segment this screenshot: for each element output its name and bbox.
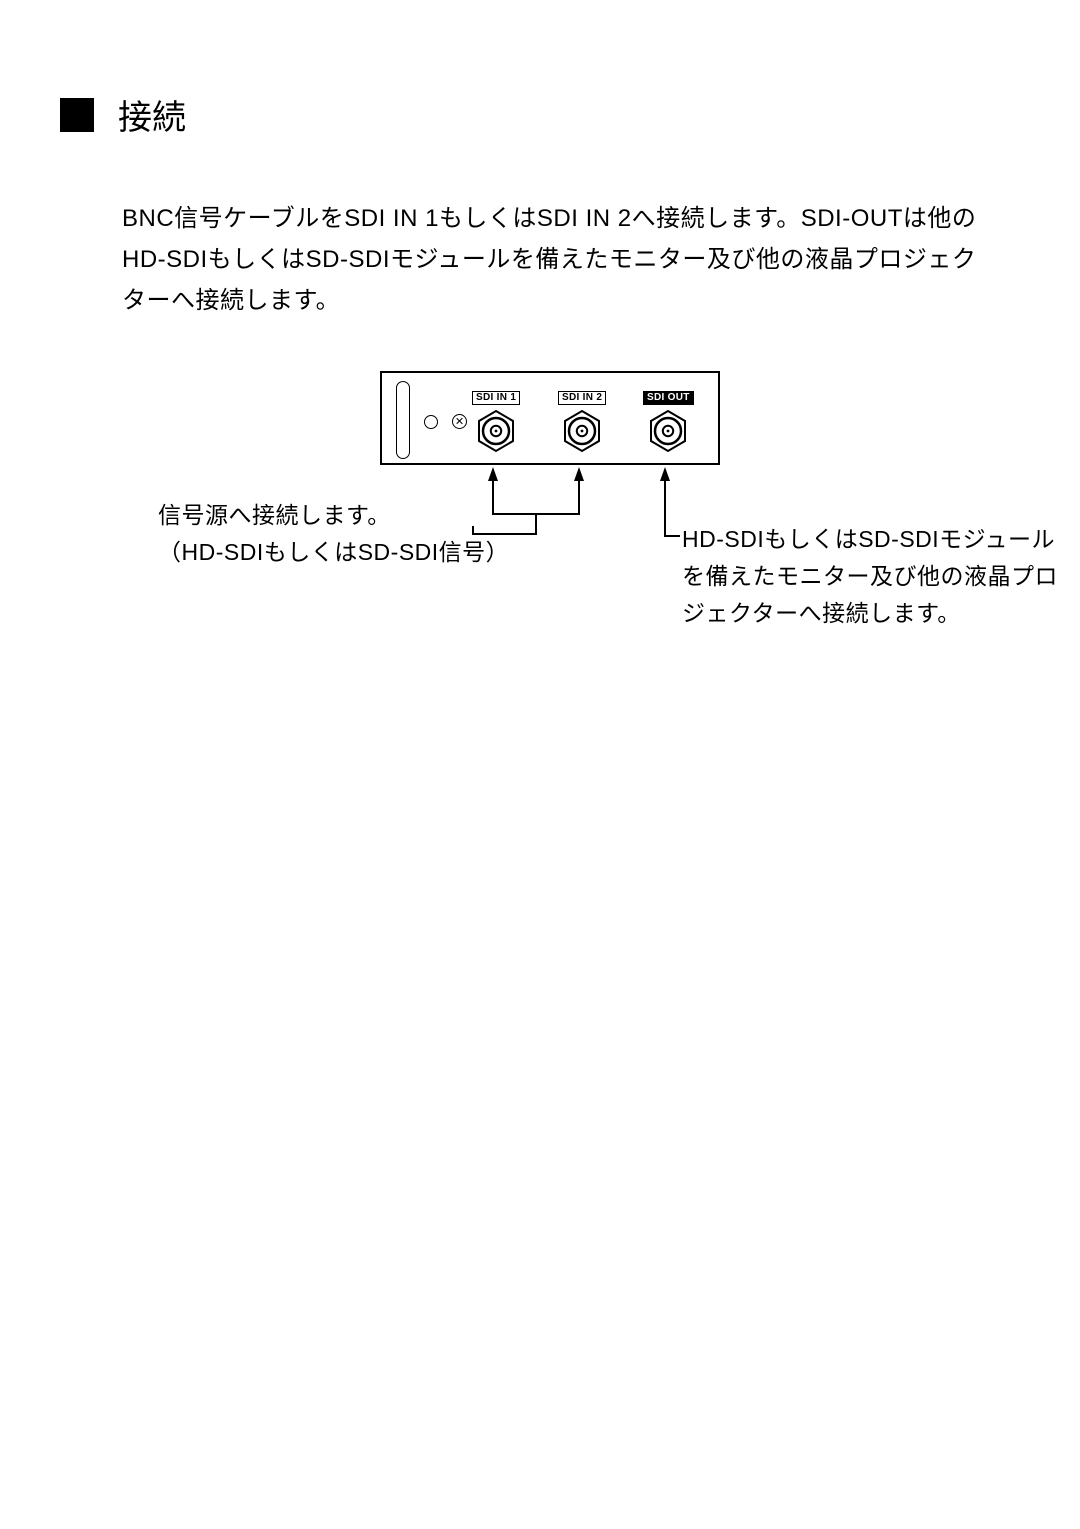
- card-slot-icon: [396, 381, 410, 459]
- port-label-in2: SDI IN 2: [558, 391, 606, 405]
- bracket-line: [535, 513, 537, 533]
- body-paragraph: BNC信号ケーブルをSDI IN 1もしくはSDI IN 2へ接続します。SDI…: [122, 199, 980, 321]
- module-panel: SDI IN 1 SDI IN 2 SDI OUT: [380, 371, 720, 465]
- port-sdi-in-1: SDI IN 1: [472, 387, 520, 453]
- caption-output: HD-SDIもしくはSD-SDIモジュールを備えたモニター及び他の液晶プロジェク…: [682, 521, 1062, 631]
- port-label-out: SDI OUT: [643, 391, 694, 405]
- bnc-connector-icon: [644, 409, 692, 453]
- connection-diagram: SDI IN 1 SDI IN 2 SDI OUT: [60, 371, 1020, 751]
- port-label-in1: SDI IN 1: [472, 391, 520, 405]
- caption-left-line2: （HD-SDIもしくはSD-SDI信号）: [158, 539, 509, 565]
- heading-text: 接続: [118, 90, 186, 139]
- bracket-line: [664, 535, 680, 537]
- bnc-connector-icon: [472, 409, 520, 453]
- arrow-line: [578, 479, 580, 513]
- led-icon: [424, 415, 438, 429]
- port-sdi-in-2: SDI IN 2: [558, 387, 606, 453]
- bnc-connector-icon: [558, 409, 606, 453]
- bracket-tick: [664, 529, 666, 537]
- screw-icon: [452, 414, 467, 429]
- bullet-icon: [60, 98, 94, 132]
- port-sdi-out: SDI OUT: [643, 387, 694, 453]
- section-heading: 接続: [60, 90, 1020, 139]
- caption-inputs: 信号源へ接続します。 （HD-SDIもしくはSD-SDI信号）: [158, 497, 509, 571]
- caption-left-line1: 信号源へ接続します。: [158, 502, 391, 528]
